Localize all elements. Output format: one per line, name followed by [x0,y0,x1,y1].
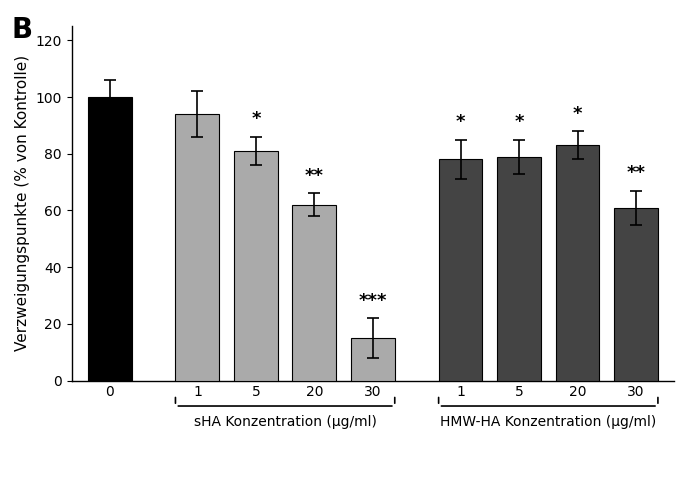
Text: *: * [514,113,524,131]
Text: *: * [251,110,260,128]
Bar [351,338,395,380]
Text: sHA Konzentration (μg/ml): sHA Konzentration (μg/ml) [194,414,377,428]
Text: ***: *** [358,292,387,310]
Text: **: ** [305,167,324,185]
Bar [497,156,541,380]
Bar [88,97,132,380]
Text: B: B [12,15,32,44]
Text: **: ** [626,164,646,182]
Bar [292,205,336,380]
Bar [234,151,278,380]
Y-axis label: Verzweigungspunkte (% von Kontrolle): Verzweigungspunkte (% von Kontrolle) [15,55,30,351]
Bar [614,208,658,380]
Text: *: * [456,113,465,131]
Text: HMW-HA Konzentration (μg/ml): HMW-HA Konzentration (μg/ml) [440,414,657,428]
Bar [176,114,219,380]
Text: *: * [573,105,582,122]
Bar [439,159,482,380]
Bar [555,145,599,380]
